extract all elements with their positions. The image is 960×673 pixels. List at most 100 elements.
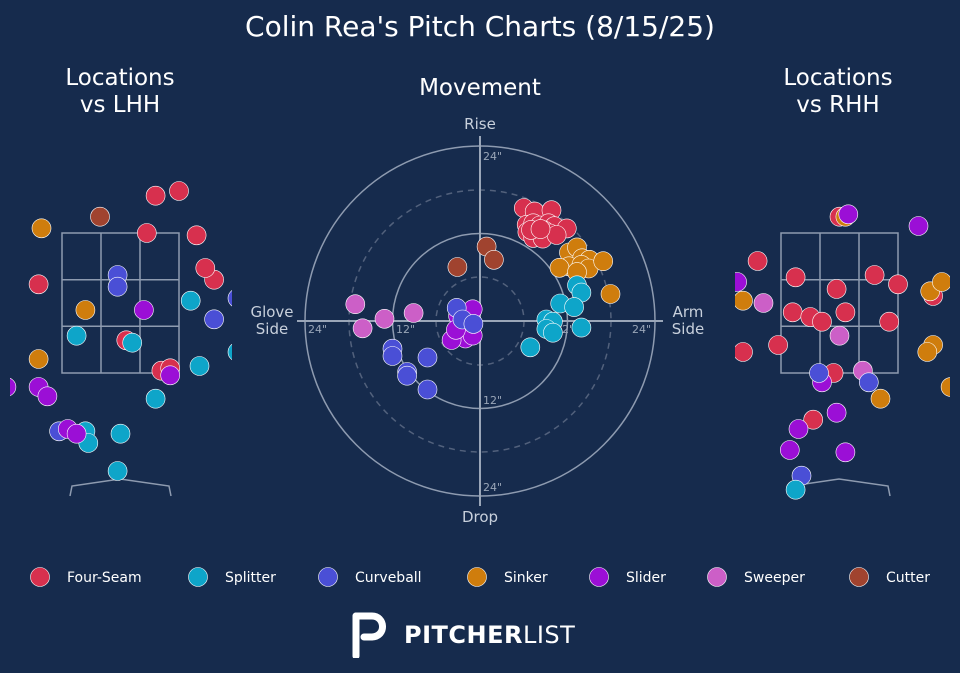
- lhh-points: [10, 181, 270, 481]
- pitch-point-four-seam: [835, 302, 856, 323]
- pitch-point-slider: [908, 216, 929, 236]
- lhh-title-line1: Locations: [65, 65, 175, 91]
- pitch-point-four-seam: [864, 265, 885, 285]
- pitch-point-splitter: [110, 423, 131, 444]
- pitch-point-slider: [779, 440, 800, 460]
- pitch-point-slider: [134, 300, 154, 320]
- movement-point-sweeper: [352, 318, 373, 339]
- pitch-point-four-seam: [186, 225, 207, 246]
- legend-label-slider: Slider: [626, 570, 666, 586]
- movement-point-four-seam: [530, 219, 551, 239]
- legend-label-four-seam: Four-Seam: [67, 570, 142, 586]
- ring-label-top-24: 24": [483, 150, 502, 163]
- pitch-point-sinker: [31, 218, 52, 239]
- movement-point-curveball: [397, 365, 417, 386]
- legend-marker-sinker: [467, 567, 487, 587]
- pitcherlist-wordmark: PITCHERLIST: [404, 621, 575, 649]
- rhh-panel-title: Locations vs RHH: [758, 65, 918, 119]
- legend-marker-splitter: [188, 567, 208, 587]
- pitch-point-four-seam: [234, 226, 253, 245]
- pitch-point-sinker: [28, 349, 49, 369]
- pitch-point-slider: [788, 419, 809, 439]
- pitch-point-cutter: [90, 206, 110, 227]
- pitch-point-four-seam: [251, 282, 270, 301]
- ring-label-left-12: 12": [396, 323, 415, 336]
- movement-point-sinker: [593, 251, 614, 272]
- pitch-point-sinker: [735, 290, 753, 311]
- pitch-point-slider: [826, 402, 847, 423]
- movement-point-curveball: [382, 346, 403, 366]
- ring-label-left-24: 24": [308, 323, 327, 336]
- pitch-point-splitter: [107, 461, 128, 481]
- pitch-point-four-seam: [888, 274, 908, 295]
- rhh-title-line2: vs RHH: [796, 92, 880, 118]
- pitch-point-four-seam: [195, 258, 216, 278]
- pitch-point-sinker: [870, 388, 891, 409]
- movement-point-curveball: [463, 314, 484, 334]
- arm-side-label-2: Side: [672, 320, 704, 338]
- legend: Four-Seam Splitter Curveball Sinker Slider Sw…: [30, 567, 930, 587]
- pitch-point-four-seam: [768, 335, 788, 355]
- pitch-point-curveball: [204, 309, 224, 330]
- legend-label-cutter: Cutter: [886, 570, 930, 586]
- pitch-point-sinker: [75, 300, 96, 320]
- ring-label-bottom-24: 24": [483, 481, 502, 494]
- legend-label-curveball: Curveball: [355, 570, 422, 586]
- pitch-point-curveball: [227, 290, 232, 307]
- pitch-point-splitter: [237, 336, 256, 355]
- pitch-point-four-seam: [803, 409, 824, 430]
- pitch-point-slider: [838, 204, 859, 225]
- lhh-panel-title: Locations vs LHH: [40, 65, 200, 119]
- glove-side-label-2: Side: [256, 320, 288, 338]
- pitch-point-splitter: [227, 343, 232, 361]
- legend-label-sinker: Sinker: [504, 570, 548, 586]
- pitch-point-four-seam: [735, 342, 753, 362]
- pitch-point-sinker: [932, 272, 950, 292]
- movement-point-curveball: [417, 379, 438, 400]
- ring-label-right-24: 24": [632, 323, 651, 336]
- pitch-point-splitter: [66, 325, 87, 346]
- pitch-point-slider: [10, 377, 17, 397]
- pitch-point-four-seam: [782, 302, 803, 323]
- pitch-point-four-seam: [953, 275, 960, 294]
- legend-marker-cutter: [849, 567, 869, 587]
- pitch-point-curveball: [809, 363, 829, 383]
- movement-point-splitter: [543, 322, 563, 343]
- glove-side-label-1: Glove: [250, 303, 293, 321]
- drop-label: Drop: [462, 508, 498, 526]
- pitch-point-sweeper: [829, 325, 850, 346]
- legend-marker-curveball: [318, 567, 338, 587]
- pitcherlist-logo-icon: [352, 612, 386, 658]
- lhh-home-plate: [69, 478, 172, 497]
- movement-point-sinker: [600, 284, 621, 304]
- movement-point-sinker: [549, 257, 570, 278]
- movement-point-sweeper: [403, 303, 424, 323]
- pitch-point-four-seam: [28, 274, 49, 295]
- movement-point-cutter: [484, 249, 504, 270]
- pitch-point-splitter: [122, 332, 142, 353]
- lhh-title-line2: vs LHH: [79, 92, 161, 118]
- pitch-point-slider: [66, 423, 87, 444]
- pitch-point-splitter: [189, 356, 210, 376]
- legend-marker-four-seam: [30, 567, 50, 587]
- legend-marker-sweeper: [707, 567, 727, 587]
- ring-label-bottom-12: 12": [483, 394, 502, 407]
- movement-point-splitter: [571, 317, 592, 338]
- pitch-point-sinker: [917, 342, 938, 362]
- pitch-point-splitter: [180, 290, 201, 311]
- rhh-title-line1: Locations: [783, 65, 893, 91]
- legend-label-sweeper: Sweeper: [744, 570, 805, 586]
- pitch-point-sweeper: [753, 293, 774, 313]
- pitch-point-curveball: [858, 372, 879, 393]
- pitch-point-four-seam: [137, 223, 157, 243]
- pitch-point-four-seam: [169, 181, 189, 201]
- brand-bold: PITCHER: [404, 621, 523, 649]
- pitch-point-slider: [684, 424, 703, 443]
- movement-point-curveball: [417, 347, 438, 368]
- movement-point-splitter: [520, 337, 541, 358]
- movement-point-sweeper: [374, 308, 395, 329]
- legend-marker-slider: [589, 567, 609, 587]
- rhh-strike-zone: [780, 232, 899, 374]
- pitch-point-splitter: [785, 479, 806, 500]
- pitch-point-slider: [835, 442, 856, 463]
